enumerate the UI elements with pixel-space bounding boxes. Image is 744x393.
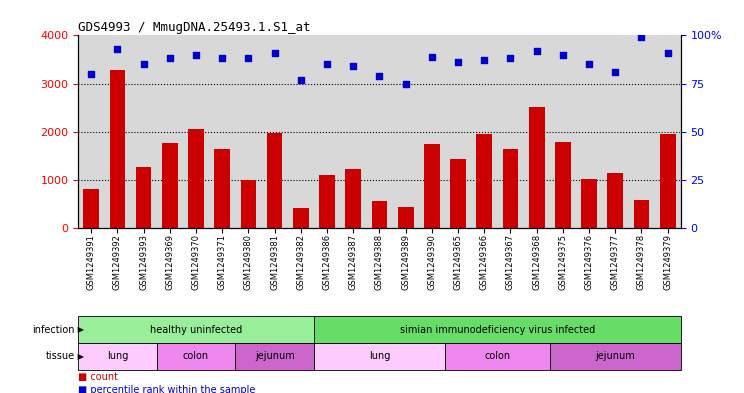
Bar (424, 144, 440, 228)
Point (138, 61, 150, 67)
Point (295, 77, 307, 83)
Bar (235, 343, 314, 370)
Bar (529, 107, 545, 228)
Bar (660, 134, 676, 228)
Bar (503, 149, 519, 228)
Point (164, 55, 176, 62)
Bar (109, 70, 125, 228)
Bar (371, 201, 388, 228)
Point (269, 50, 280, 56)
Text: lung: lung (369, 351, 390, 362)
Text: colon: colon (484, 351, 510, 362)
Point (635, 34, 647, 40)
Text: jejunum: jejunum (254, 351, 295, 362)
Bar (345, 169, 361, 228)
Bar (314, 343, 445, 370)
Point (504, 55, 516, 62)
Point (426, 53, 437, 60)
Bar (398, 207, 414, 228)
Text: tissue: tissue (45, 351, 74, 362)
Bar (634, 200, 650, 228)
Point (400, 80, 411, 86)
Point (243, 55, 254, 62)
Point (217, 55, 228, 62)
Point (112, 46, 124, 52)
Bar (157, 343, 235, 370)
Bar (450, 159, 466, 228)
Text: ■ count: ■ count (78, 373, 118, 382)
Bar (188, 129, 204, 228)
Bar (445, 343, 550, 370)
Text: healthy uninfected: healthy uninfected (150, 325, 242, 335)
Bar (240, 180, 256, 228)
Point (583, 61, 595, 67)
Bar (78, 343, 157, 370)
Bar (267, 133, 283, 228)
Bar (607, 173, 623, 228)
Bar (83, 189, 99, 228)
Point (478, 57, 490, 64)
Point (661, 50, 673, 56)
Bar (314, 316, 681, 343)
Bar (162, 143, 178, 228)
Bar (135, 167, 152, 228)
Text: jejunum: jejunum (595, 351, 635, 362)
Bar (319, 175, 335, 228)
Text: infection: infection (32, 325, 74, 335)
Point (530, 48, 542, 54)
Text: ■ percentile rank within the sample: ■ percentile rank within the sample (78, 386, 255, 393)
Point (86, 71, 97, 77)
Bar (550, 343, 681, 370)
Bar (555, 142, 571, 228)
Point (452, 59, 464, 66)
Point (609, 69, 621, 75)
Point (347, 63, 359, 69)
Point (557, 51, 569, 58)
Bar (78, 316, 314, 343)
Bar (581, 179, 597, 228)
Text: simian immunodeficiency virus infected: simian immunodeficiency virus infected (400, 325, 595, 335)
Point (373, 73, 385, 79)
Bar (476, 134, 492, 228)
Bar (214, 149, 230, 228)
Bar (293, 208, 309, 228)
Point (321, 61, 333, 67)
Text: ▶: ▶ (75, 325, 84, 334)
Text: colon: colon (183, 351, 209, 362)
Text: lung: lung (106, 351, 128, 362)
Text: GDS4993 / MmugDNA.25493.1.S1_at: GDS4993 / MmugDNA.25493.1.S1_at (78, 21, 311, 34)
Point (190, 51, 202, 58)
Text: ▶: ▶ (75, 352, 84, 361)
